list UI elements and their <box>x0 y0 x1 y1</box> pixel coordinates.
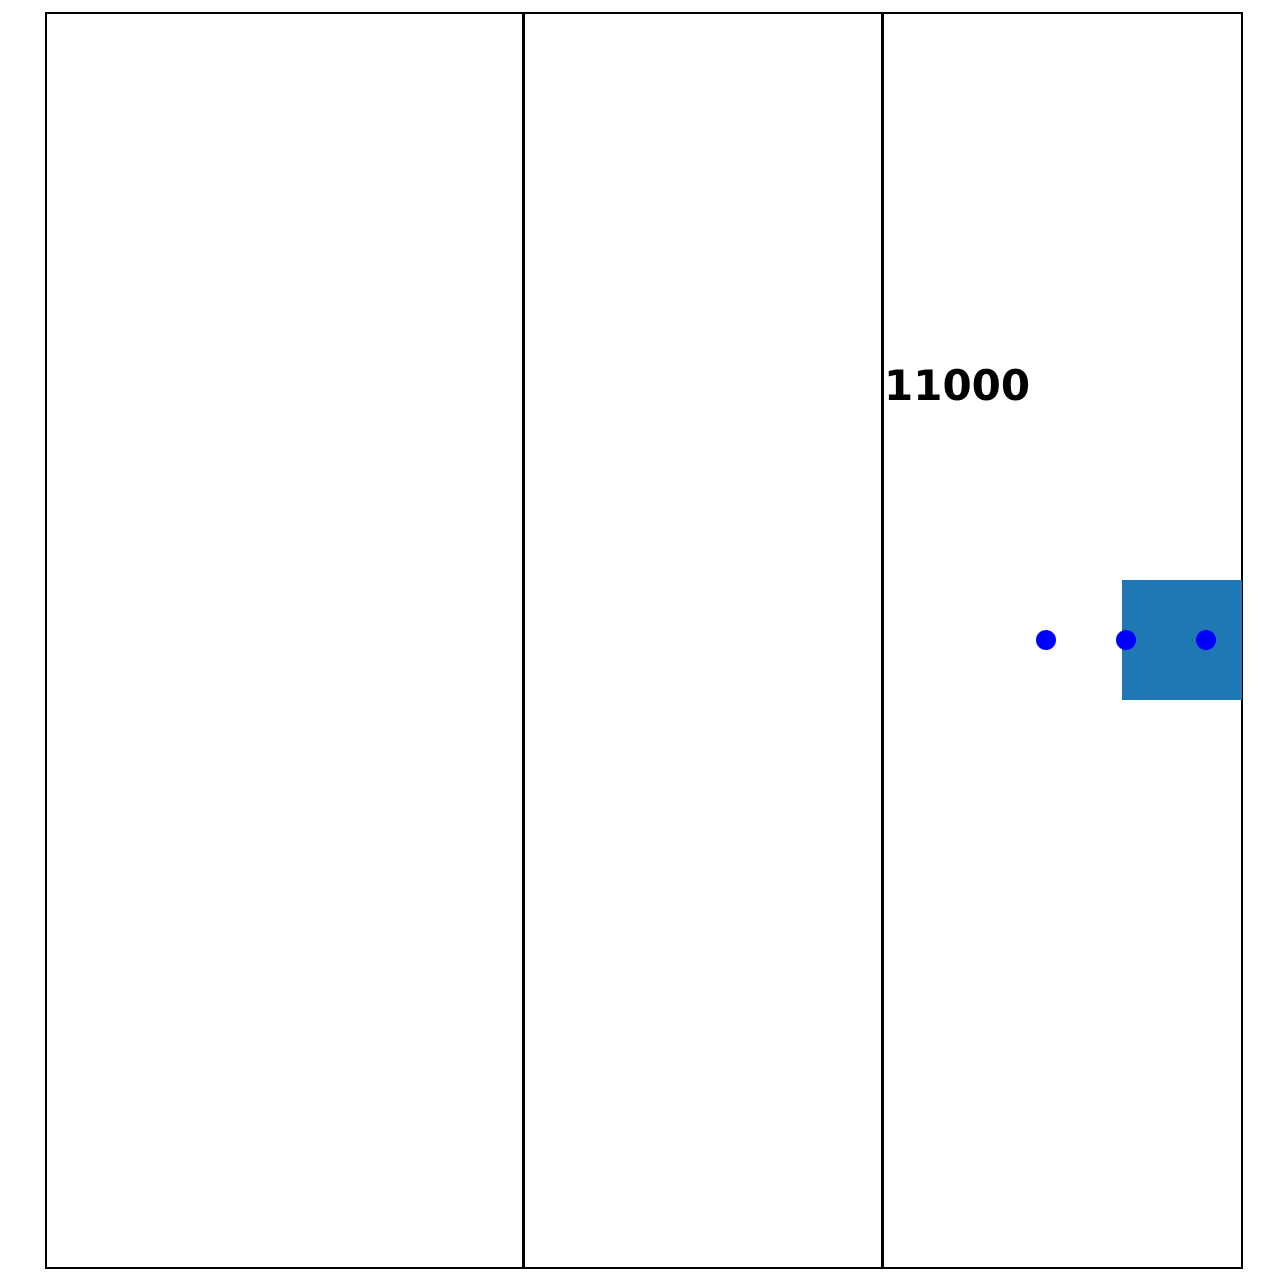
column-divider-2 <box>881 12 884 1269</box>
dot-1 <box>1036 630 1056 650</box>
blue-block <box>1122 580 1242 700</box>
dot-3 <box>1196 630 1216 650</box>
column-divider-1 <box>522 12 525 1269</box>
value-label: 11000 <box>884 361 1031 410</box>
dot-2 <box>1116 630 1136 650</box>
outer-frame <box>45 12 1243 1269</box>
